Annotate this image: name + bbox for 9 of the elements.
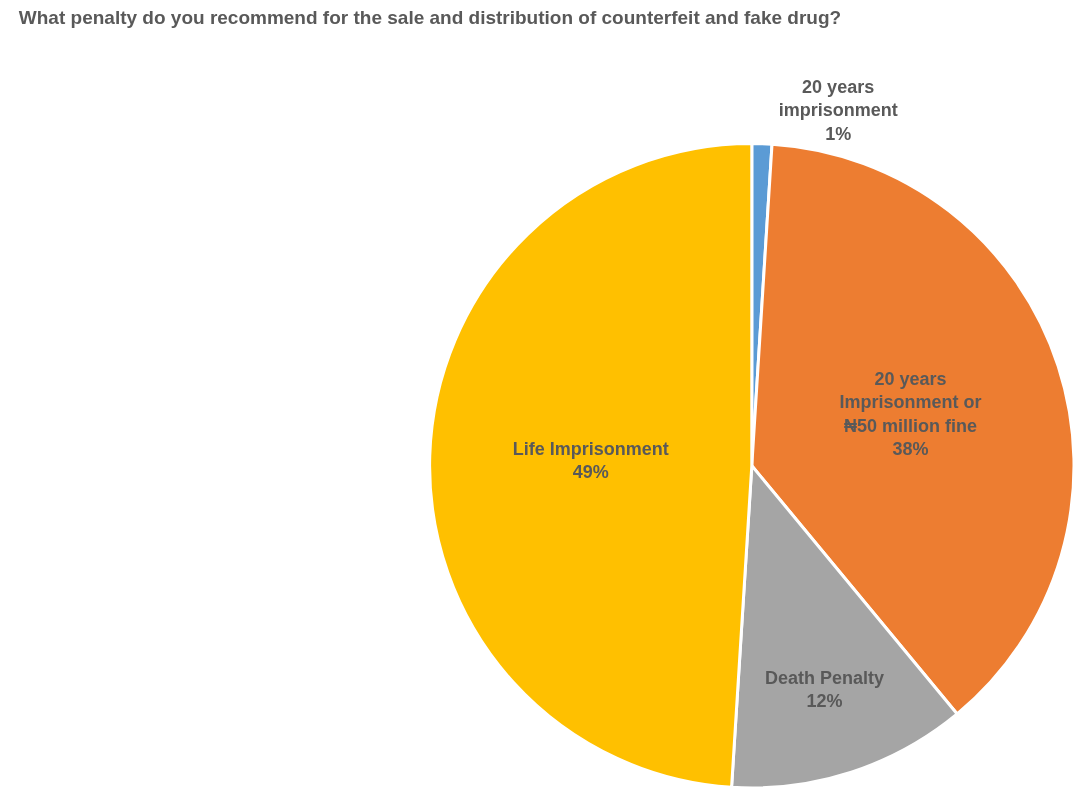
chart-title: What penalty do you recommend for the sale and distribution of counterfeit and fake drug? [17,6,843,30]
data-label: 38% [892,439,929,460]
slice-label: 20 years Imprisonment or ₦50 million fine [839,369,982,436]
data-label: 49% [572,462,609,483]
slice-label: 20 years imprisonment [778,76,898,121]
data-label: 1% [825,123,852,144]
slice-label: Death Penalty [765,668,885,689]
data-label: 12% [806,691,843,712]
slice-label: Life Imprisonment [512,438,669,459]
